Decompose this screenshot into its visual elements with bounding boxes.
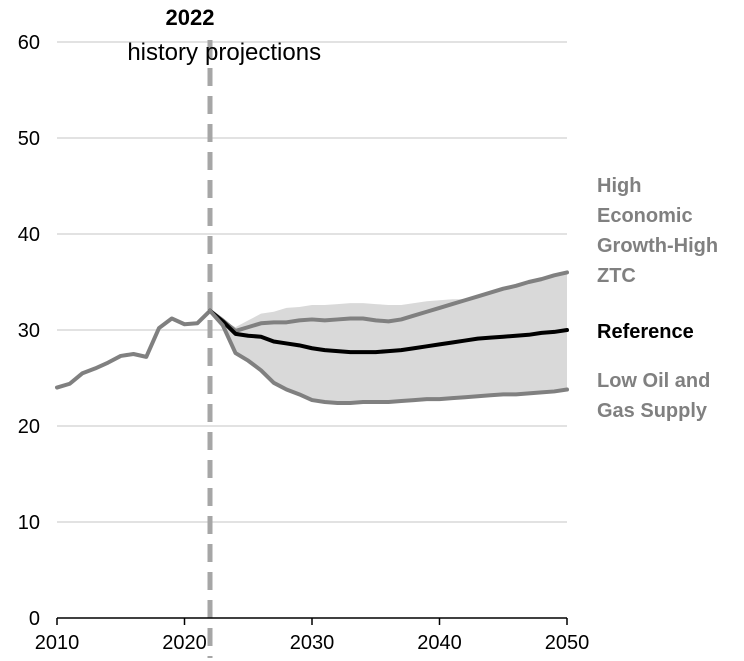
x-axis: 2010 2020 2030 2040 2050 — [35, 617, 590, 654]
y-tick-label: 40 — [18, 224, 40, 246]
series-label-high-line-3: Growth-High — [597, 235, 718, 257]
y-tick-label: 50 — [18, 128, 40, 150]
x-tick-label: 2040 — [417, 632, 462, 654]
series-label-high-line-2: Economic — [597, 205, 693, 227]
x-tick-label: 2020 — [162, 632, 207, 654]
series-label-high: High Economic Growth-High ZTC — [597, 175, 718, 287]
series-label-low-line-1: Low Oil and — [597, 370, 710, 392]
series-label-reference-line-1: Reference — [597, 321, 694, 343]
y-tick-label: 10 — [18, 512, 40, 534]
series-label-low: Low Oil and Gas Supply — [597, 370, 710, 422]
projection-range-band — [210, 272, 567, 403]
series-label-high-line-4: ZTC — [597, 265, 636, 287]
gridlines — [57, 41, 567, 523]
y-tick-label: 60 — [18, 32, 40, 54]
history-line — [55, 308, 212, 390]
x-tick-label: 2010 — [35, 632, 80, 654]
y-tick-label: 0 — [29, 608, 40, 630]
high-case-line — [208, 270, 569, 333]
projections-label: projections — [205, 39, 321, 66]
series-layer — [55, 270, 569, 405]
x-tick-label: 2050 — [545, 632, 590, 654]
history-label: history — [127, 39, 198, 66]
y-tick-label: 30 — [18, 320, 40, 342]
divider-year-label: 2022 — [166, 5, 215, 30]
low-case-line — [208, 308, 569, 405]
x-tick-label: 2030 — [290, 632, 335, 654]
series-label-high-line-1: High — [597, 175, 641, 197]
series-label-reference: Reference — [597, 321, 694, 343]
range-band-layer — [210, 272, 567, 403]
series-label-low-line-2: Gas Supply — [597, 400, 708, 422]
y-axis: 0 10 20 30 40 50 60 — [18, 32, 40, 630]
reference-line — [208, 308, 569, 355]
y-tick-label: 20 — [18, 416, 40, 438]
